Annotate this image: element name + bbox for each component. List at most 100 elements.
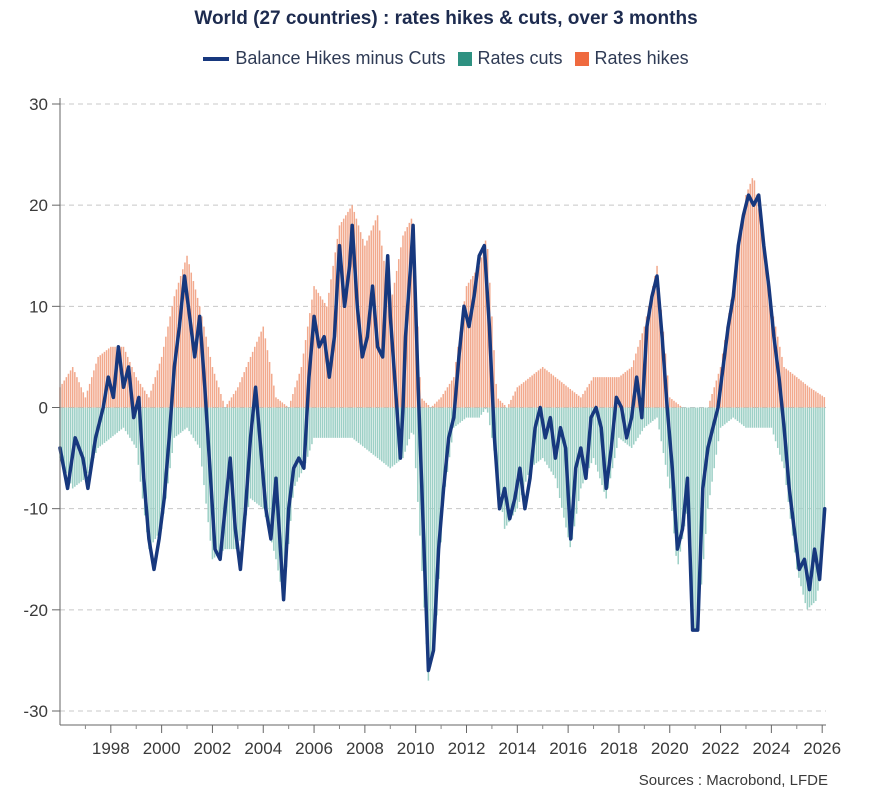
hikes-bar xyxy=(592,377,595,408)
cuts-bar xyxy=(599,407,601,479)
hikes-bar xyxy=(808,387,811,408)
hikes-bar xyxy=(254,346,256,408)
hikes-bar xyxy=(785,368,787,408)
hikes-bar xyxy=(230,397,233,408)
hikes-bar xyxy=(738,240,741,408)
cuts-bar xyxy=(660,407,663,442)
hikes-bar xyxy=(522,382,525,408)
hikes-bar xyxy=(577,395,580,408)
cuts-bar xyxy=(474,407,476,418)
cuts-bar xyxy=(122,407,125,428)
hikes-bar xyxy=(237,387,239,408)
cuts-bar xyxy=(313,407,315,438)
hikes-bar xyxy=(436,401,438,408)
cuts-bar xyxy=(198,407,201,448)
hikes-bar xyxy=(740,225,743,408)
hikes-bar xyxy=(673,400,675,408)
cuts-bar xyxy=(196,407,199,445)
hikes-bar xyxy=(385,275,387,408)
cuts-bar xyxy=(815,407,817,601)
cuts-bar xyxy=(656,407,658,418)
hikes-bar xyxy=(548,372,550,408)
cuts-bar xyxy=(245,407,248,516)
hikes-bar xyxy=(618,377,620,408)
hikes-bar xyxy=(461,316,464,408)
hikes-bar xyxy=(198,306,201,408)
cuts-bar xyxy=(101,407,104,445)
hikes-bar xyxy=(535,372,538,408)
hikes-bar xyxy=(675,402,677,408)
hikes-bar xyxy=(78,382,80,408)
cuts-bar xyxy=(414,407,417,469)
hikes-bar xyxy=(616,377,618,408)
cuts-bar xyxy=(518,407,521,502)
hikes-bar xyxy=(563,383,565,408)
cuts-bar xyxy=(404,407,406,452)
xtick-label: 2018 xyxy=(600,739,638,758)
cuts-bar xyxy=(440,407,442,543)
cuts-bar xyxy=(425,407,428,645)
cuts-bar xyxy=(107,407,110,440)
xtick-label: 2024 xyxy=(752,739,790,758)
hikes-bar xyxy=(222,400,224,408)
cuts-bar xyxy=(489,407,491,426)
cuts-bar xyxy=(808,407,811,608)
cuts-bar xyxy=(463,407,466,420)
cuts-bar xyxy=(385,407,387,465)
cuts-bar xyxy=(681,407,684,540)
hikes-bar xyxy=(283,404,286,408)
hikes-bar xyxy=(516,387,519,408)
cuts-bar xyxy=(675,407,677,556)
balance-line-path xyxy=(58,193,827,673)
cuts-bar xyxy=(455,407,457,427)
hikes-bar xyxy=(290,400,292,408)
cuts-bar xyxy=(222,407,224,551)
hikes-bar xyxy=(495,383,497,408)
hikes-bar xyxy=(806,385,809,408)
cuts-bar xyxy=(93,407,95,459)
cuts-bar xyxy=(338,407,341,438)
hikes-bar xyxy=(628,368,631,408)
cuts-bar xyxy=(165,407,167,499)
hikes-bar xyxy=(213,373,216,408)
cuts-bar xyxy=(654,407,656,420)
cuts-bar xyxy=(215,407,218,556)
cuts-bar xyxy=(745,407,747,428)
hikes-bar xyxy=(65,377,68,408)
cuts-bar xyxy=(728,407,730,421)
hikes-bar xyxy=(421,398,423,408)
hikes-bar xyxy=(671,399,673,408)
xtick-label: 2002 xyxy=(194,739,232,758)
hikes-bar xyxy=(444,390,447,408)
cuts-bar xyxy=(328,407,330,438)
cuts-bar xyxy=(150,407,152,546)
hikes-bar xyxy=(154,377,157,408)
cuts-bar xyxy=(749,407,751,428)
hikes-bar xyxy=(656,265,658,408)
hikes-bar xyxy=(802,382,804,408)
cuts-bar xyxy=(158,407,161,533)
cuts-bar xyxy=(201,407,203,467)
cuts-bar xyxy=(662,407,665,454)
hikes-bar xyxy=(499,400,502,408)
cuts-bar xyxy=(300,407,303,474)
hikes-bar xyxy=(753,180,756,408)
hikes-bar xyxy=(353,211,356,408)
hikes-bar xyxy=(736,255,739,408)
hikes-bar xyxy=(613,377,616,408)
hikes-bar xyxy=(446,387,449,408)
cuts-bar xyxy=(791,407,794,536)
cuts-bar xyxy=(582,407,584,484)
cuts-bars xyxy=(59,407,826,681)
cuts-bar xyxy=(480,407,483,415)
hikes-bar xyxy=(101,353,104,408)
cuts-bar xyxy=(124,407,127,432)
cuts-bar xyxy=(529,407,531,469)
cuts-bar xyxy=(715,407,718,455)
hikes-bar xyxy=(791,373,794,408)
cuts-bar xyxy=(433,407,436,639)
cuts-bar xyxy=(713,407,715,469)
cuts-bar xyxy=(283,407,286,591)
cuts-bar xyxy=(345,407,347,438)
cuts-bar xyxy=(173,407,176,438)
